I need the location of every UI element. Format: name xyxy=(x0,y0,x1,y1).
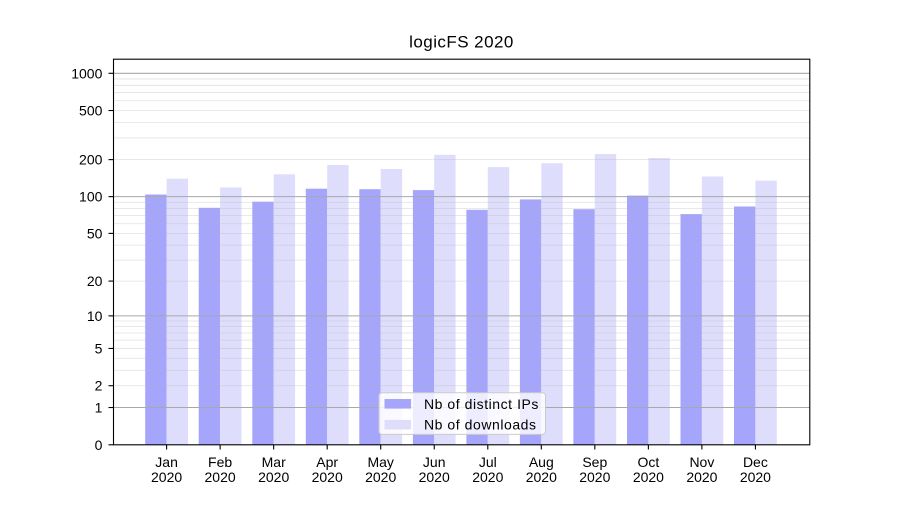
svg-text:1000: 1000 xyxy=(71,65,102,81)
svg-text:Nov: Nov xyxy=(689,454,714,470)
svg-text:2020: 2020 xyxy=(633,469,664,485)
svg-text:Oct: Oct xyxy=(638,454,660,470)
svg-text:2020: 2020 xyxy=(740,469,771,485)
svg-text:10: 10 xyxy=(87,308,103,324)
svg-text:Dec: Dec xyxy=(743,454,768,470)
svg-text:200: 200 xyxy=(79,152,103,168)
svg-text:2020: 2020 xyxy=(258,469,289,485)
svg-text:500: 500 xyxy=(79,103,103,119)
svg-text:2020: 2020 xyxy=(472,469,503,485)
svg-text:logicFS 2020: logicFS 2020 xyxy=(409,33,514,52)
svg-text:2020: 2020 xyxy=(312,469,343,485)
svg-text:2020: 2020 xyxy=(151,469,182,485)
svg-text:Mar: Mar xyxy=(262,454,286,470)
svg-text:Aug: Aug xyxy=(529,454,554,470)
svg-text:May: May xyxy=(367,454,393,470)
svg-text:2020: 2020 xyxy=(579,469,610,485)
svg-text:Nb of distinct IPs: Nb of distinct IPs xyxy=(424,396,539,412)
svg-text:Nb of downloads: Nb of downloads xyxy=(424,417,537,433)
svg-text:20: 20 xyxy=(87,273,103,289)
svg-text:2: 2 xyxy=(95,378,103,394)
svg-text:100: 100 xyxy=(79,189,103,205)
svg-text:2020: 2020 xyxy=(419,469,450,485)
svg-text:0: 0 xyxy=(95,437,103,453)
svg-text:5: 5 xyxy=(95,340,103,356)
svg-text:2020: 2020 xyxy=(526,469,557,485)
svg-text:1: 1 xyxy=(95,400,103,416)
svg-text:Apr: Apr xyxy=(316,454,338,470)
svg-text:Feb: Feb xyxy=(208,454,232,470)
svg-text:Jun: Jun xyxy=(423,454,446,470)
svg-text:50: 50 xyxy=(87,225,103,241)
svg-text:2020: 2020 xyxy=(205,469,236,485)
svg-text:2020: 2020 xyxy=(365,469,396,485)
svg-text:2020: 2020 xyxy=(686,469,717,485)
svg-text:Jan: Jan xyxy=(155,454,178,470)
svg-text:Sep: Sep xyxy=(582,454,607,470)
svg-text:Jul: Jul xyxy=(479,454,497,470)
